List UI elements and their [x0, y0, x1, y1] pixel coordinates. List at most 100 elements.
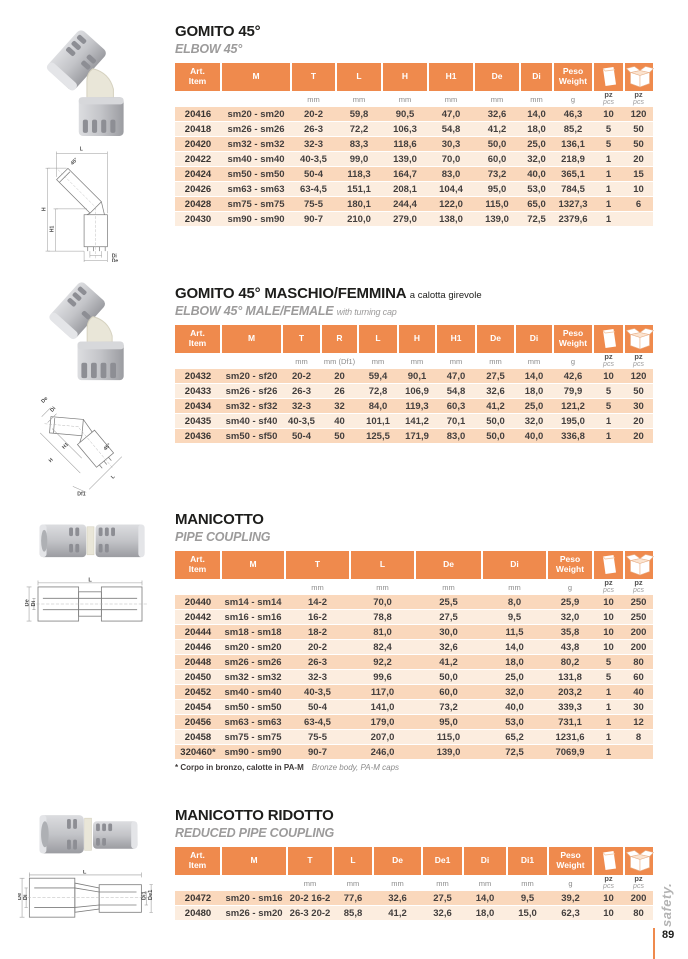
value-cell: 5 — [593, 654, 624, 670]
article-number: 20416 — [175, 107, 221, 122]
column-header: M — [221, 325, 283, 353]
column-header: Di — [482, 551, 548, 579]
value-cell: 54,8 — [428, 121, 474, 137]
bag-icon — [602, 554, 616, 574]
value-cell: 122,0 — [428, 196, 474, 212]
value-cell: 25,0 — [520, 136, 553, 152]
value-cell: 14-2 — [285, 595, 350, 610]
value-cell: 35,8 — [547, 624, 593, 640]
svg-text:De: De — [25, 599, 30, 606]
value-cell: 27,5 — [422, 891, 463, 906]
svg-text:H: H — [42, 207, 48, 211]
svg-text:Df1: Df1 — [77, 491, 85, 497]
value-cell: 5 — [593, 121, 624, 137]
product-photo-reduced-coupling — [38, 806, 148, 869]
value-cell: 72,5 — [520, 211, 553, 227]
section-subtitle: PIPE COUPLING — [175, 530, 271, 544]
value-cell: 11,5 — [482, 624, 547, 640]
value-cell: 1 — [593, 211, 624, 227]
section-reduced-coupling: MANICOTTO RIDOTTO REDUCED PIPE COUPLING … — [175, 808, 655, 921]
value-cell: 27,5 — [476, 369, 515, 384]
value-cell: 54,8 — [436, 383, 476, 399]
column-header: T — [285, 551, 351, 579]
unit-label: mm — [415, 579, 482, 595]
value-cell: 99,6 — [350, 669, 415, 685]
unit-label: mm — [285, 579, 350, 595]
technical-drawing-elbow45: L 45° H H1 Di De — [33, 142, 141, 267]
unit-label: g — [553, 91, 593, 107]
value-cell: sm26 - sm26 — [221, 121, 291, 137]
unit-label: mm — [507, 875, 548, 891]
unit-label: mm — [515, 353, 553, 369]
column-header: Peso Weight — [553, 63, 594, 91]
value-cell: 30,3 — [428, 136, 474, 152]
article-number: 20442 — [175, 609, 221, 625]
article-number: 20418 — [175, 121, 221, 137]
value-cell: 18,0 — [463, 905, 507, 921]
value-cell: 82,4 — [350, 639, 415, 655]
value-cell: 119,3 — [398, 398, 436, 414]
value-cell: 10 — [593, 624, 624, 640]
value-cell: 1 — [593, 166, 624, 182]
value-cell: 95,0 — [474, 181, 520, 197]
unit-label: pz pcs — [593, 579, 624, 595]
value-cell: 10 — [593, 369, 624, 384]
svg-text:L: L — [110, 473, 117, 480]
value-cell: sm32 - sf32 — [221, 398, 282, 414]
unit-label — [175, 579, 221, 595]
value-cell: 125,5 — [358, 428, 398, 444]
value-cell: 50-4 — [282, 428, 321, 444]
value-cell: 32,6 — [476, 383, 515, 399]
article-number: 20454 — [175, 699, 221, 715]
value-cell: 90-7 — [291, 211, 336, 227]
value-cell: 208,1 — [382, 181, 428, 197]
value-cell: 104,4 — [428, 181, 474, 197]
section-elbow45-mf: GOMITO 45° MASCHIO/FEMMINA a calotta gir… — [175, 286, 655, 444]
column-header: Art. Item — [175, 551, 222, 579]
svg-text:Di: Di — [112, 254, 118, 260]
unit-label — [175, 875, 221, 891]
table-row: 20442 sm16 - sm16 16-2 78,8 27,5 9,5 32,0 10 250 — [175, 609, 653, 625]
value-cell: 25,5 — [415, 595, 482, 610]
value-cell: 20-2 — [291, 107, 336, 122]
unit-label: mm — [373, 875, 422, 891]
value-cell: 75-5 — [291, 196, 336, 212]
svg-text:Di: Di — [49, 405, 57, 413]
value-cell: 65,0 — [520, 196, 553, 212]
value-cell: 40-3,5 — [285, 684, 350, 700]
value-cell: 70,0 — [350, 595, 415, 610]
column-header: M — [221, 63, 292, 91]
value-cell: 70,1 — [436, 413, 476, 429]
box-icon — [624, 63, 655, 91]
value-cell: 32-3 — [291, 136, 336, 152]
unit-label: mm (Df1) — [321, 353, 358, 369]
value-cell: sm32 - sm32 — [221, 669, 285, 685]
value-cell: 78,8 — [350, 609, 415, 625]
value-cell: 246,0 — [350, 744, 415, 760]
value-cell: 85,2 — [553, 121, 593, 137]
value-cell: 26-3 — [285, 654, 350, 670]
value-cell: 65,2 — [482, 729, 547, 745]
value-cell: 77,6 — [333, 891, 373, 906]
value-cell: 80 — [624, 654, 653, 670]
article-number: 20440 — [175, 595, 221, 610]
unit-label: pz pcs — [624, 579, 653, 595]
unit-label: mm — [520, 91, 553, 107]
value-cell: 60 — [624, 669, 653, 685]
article-number: 20424 — [175, 166, 221, 182]
value-cell: 32 — [321, 398, 358, 414]
value-cell: 9,5 — [482, 609, 547, 625]
svg-text:H: H — [48, 457, 55, 464]
product-photo-coupling — [38, 512, 150, 573]
unit-label: mm — [382, 91, 428, 107]
value-cell: 10 — [593, 639, 624, 655]
article-number: 20448 — [175, 654, 221, 670]
table-row: 320460* sm90 - sm90 90-7 246,0 139,0 72,5 7069… — [175, 744, 653, 760]
value-cell: sm50 - sm50 — [221, 699, 285, 715]
accent-rule — [653, 928, 655, 959]
table-row: 20452 sm40 - sm40 40-3,5 117,0 60,0 32,0 203,2… — [175, 684, 653, 700]
value-cell: 47,0 — [428, 107, 474, 122]
table-row: 20448 sm26 - sm26 26-3 92,2 41,2 18,0 80,2 5 80 — [175, 654, 653, 670]
section-subtitle: REDUCED PIPE COUPLING — [175, 826, 335, 840]
value-cell: 42,6 — [553, 369, 593, 384]
